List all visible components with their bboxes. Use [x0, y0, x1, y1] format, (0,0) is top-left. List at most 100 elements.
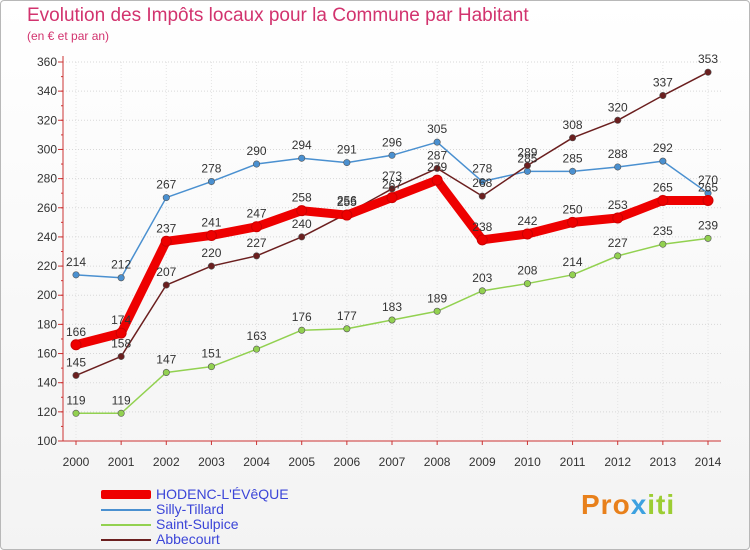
data-point-hodenc-l-v-que [386, 192, 398, 204]
data-point-saint-sulpice [207, 363, 215, 371]
data-label-abbecourt: 273 [382, 169, 402, 183]
data-label-abbecourt: 287 [427, 148, 447, 162]
data-point-abbecourt [388, 185, 396, 193]
y-tick-label: 280 [37, 172, 57, 186]
data-label-abbecourt: 227 [247, 236, 267, 250]
y-tick-label: 100 [37, 434, 57, 448]
data-label-saint-sulpice: 176 [292, 310, 312, 324]
data-point-abbecourt [433, 164, 441, 172]
data-label-hodenc-l-v-que: 241 [201, 215, 221, 229]
data-point-hodenc-l-v-que [160, 235, 172, 247]
data-point-silly-tillard [117, 274, 125, 282]
data-label-hodenc-l-v-que: 258 [292, 191, 312, 205]
y-tick-label: 240 [37, 230, 57, 244]
legend-item-saint-sulpice[interactable]: Saint-Sulpice [101, 516, 361, 532]
data-point-saint-sulpice [704, 234, 712, 242]
data-label-hodenc-l-v-que: 253 [608, 198, 628, 212]
data-point-silly-tillard [343, 159, 351, 167]
data-label-layer: 214 212 267 278 290 294 291 296 305 278 285 285 288 2… [66, 52, 718, 407]
data-label-saint-sulpice: 147 [156, 352, 176, 366]
data-label-saint-sulpice: 235 [653, 224, 673, 238]
y-tick-label: 200 [37, 288, 57, 302]
y-tick-label: 160 [37, 347, 57, 361]
axis-layer: 100 120 140 160 180 200 220 240 260 280 300 320 340 3… [37, 55, 722, 469]
y-tick-label: 140 [37, 376, 57, 390]
data-point-abbecourt [253, 252, 261, 260]
data-label-hodenc-l-v-que: 267 [382, 178, 402, 192]
data-point-hodenc-l-v-que [251, 221, 263, 233]
x-tick-label: 2003 [198, 455, 225, 469]
data-point-silly-tillard [659, 157, 667, 165]
data-label-abbecourt: 353 [698, 52, 718, 66]
data-label-hodenc-l-v-que: 265 [698, 180, 718, 194]
data-label-saint-sulpice: 227 [608, 236, 628, 250]
data-label-abbecourt: 145 [66, 355, 86, 369]
legend-label-silly-tillard: Silly-Tillard [156, 501, 224, 517]
data-label-silly-tillard: 305 [427, 122, 447, 136]
data-label-saint-sulpice: 214 [563, 255, 583, 269]
data-point-saint-sulpice [433, 307, 441, 315]
data-point-saint-sulpice [523, 280, 531, 288]
data-label-abbecourt: 207 [156, 265, 176, 279]
proxiti-logo: Proxiti [581, 489, 676, 520]
data-label-saint-sulpice: 119 [66, 393, 85, 407]
data-label-hodenc-l-v-que: 237 [156, 221, 176, 235]
chart-title: Evolution des Impôts locaux pour la Comm… [27, 5, 529, 26]
data-label-abbecourt: 240 [292, 217, 312, 231]
data-label-saint-sulpice: 177 [337, 309, 357, 323]
y-tick-label: 360 [37, 55, 57, 69]
data-label-silly-tillard: 278 [201, 162, 221, 176]
y-tick-label: 220 [37, 259, 57, 273]
data-point-saint-sulpice [298, 326, 306, 334]
data-label-silly-tillard: 291 [337, 143, 357, 157]
data-point-hodenc-l-v-que [612, 212, 624, 224]
data-label-saint-sulpice: 151 [201, 347, 221, 361]
data-label-silly-tillard: 278 [472, 162, 492, 176]
data-point-saint-sulpice [614, 252, 622, 260]
data-point-silly-tillard [523, 167, 531, 175]
data-point-silly-tillard [72, 271, 80, 279]
y-tick-label: 180 [37, 317, 57, 331]
legend-item-silly-tillard[interactable]: Silly-Tillard [101, 501, 361, 517]
legend-item-hodenc[interactable]: HODENC-L'ÉVêQUE [101, 486, 361, 502]
x-tick-label: 2001 [108, 455, 135, 469]
data-label-saint-sulpice: 163 [247, 329, 267, 343]
data-point-abbecourt [207, 262, 215, 270]
data-point-abbecourt [569, 134, 577, 142]
y-tick-label: 320 [37, 113, 57, 127]
data-point-saint-sulpice [343, 325, 351, 333]
data-label-silly-tillard: 294 [292, 138, 312, 152]
x-tick-label: 2011 [560, 455, 586, 469]
data-label-abbecourt: 289 [517, 145, 537, 159]
data-point-abbecourt [523, 161, 531, 169]
data-label-silly-tillard: 285 [517, 151, 537, 165]
data-label-abbecourt: 268 [472, 176, 492, 190]
x-tick-label: 2013 [650, 455, 677, 469]
chart-subtitle: (en € et par an) [27, 29, 110, 43]
legend-swatch-saint-sulpice [101, 524, 151, 526]
x-tick-label: 2004 [243, 455, 270, 469]
x-tick-label: 2008 [424, 455, 451, 469]
legend-item-abbecourt[interactable]: Abbecourt [101, 531, 361, 547]
data-point-abbecourt [117, 352, 125, 360]
data-point-hodenc-l-v-que [476, 234, 488, 246]
x-tick-label: 2005 [288, 455, 315, 469]
data-label-abbecourt: 320 [608, 100, 628, 114]
data-point-saint-sulpice [659, 240, 667, 248]
data-label-saint-sulpice: 183 [382, 300, 402, 314]
data-point-saint-sulpice [569, 271, 577, 279]
data-point-abbecourt [704, 68, 712, 76]
data-point-saint-sulpice [388, 316, 396, 324]
data-label-abbecourt: 220 [201, 246, 221, 260]
data-point-saint-sulpice [162, 368, 170, 376]
data-label-abbecourt: 158 [111, 336, 131, 350]
data-point-silly-tillard [253, 160, 261, 168]
data-point-hodenc-l-v-que [431, 174, 443, 186]
y-tick-label: 260 [37, 201, 57, 215]
data-point-silly-tillard [162, 194, 170, 202]
x-tick-label: 2000 [63, 455, 90, 469]
grid-layer [63, 61, 721, 442]
data-point-abbecourt [614, 116, 622, 124]
data-label-hodenc-l-v-que: 247 [247, 207, 267, 221]
data-label-hodenc-l-v-que: 174 [111, 313, 131, 327]
